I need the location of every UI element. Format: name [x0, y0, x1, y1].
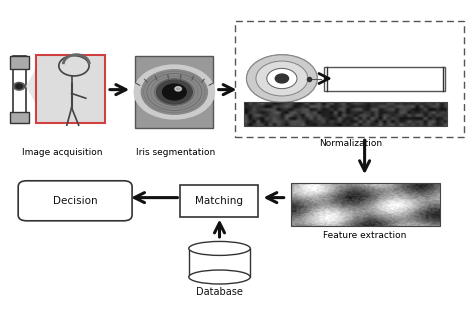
- Circle shape: [256, 61, 308, 96]
- Circle shape: [246, 55, 318, 102]
- Circle shape: [13, 83, 25, 90]
- Text: Database: Database: [196, 287, 243, 297]
- FancyBboxPatch shape: [12, 56, 26, 123]
- Circle shape: [156, 80, 192, 104]
- Circle shape: [175, 86, 182, 91]
- FancyBboxPatch shape: [180, 185, 258, 217]
- FancyBboxPatch shape: [9, 112, 28, 123]
- Text: Decision: Decision: [53, 196, 98, 206]
- Circle shape: [141, 70, 208, 114]
- FancyBboxPatch shape: [235, 21, 464, 137]
- Ellipse shape: [189, 270, 250, 284]
- FancyBboxPatch shape: [136, 56, 213, 128]
- Text: Image acquisition: Image acquisition: [22, 148, 102, 157]
- Circle shape: [16, 84, 22, 88]
- Circle shape: [267, 68, 297, 89]
- FancyBboxPatch shape: [18, 181, 132, 221]
- Text: Matching: Matching: [195, 196, 243, 206]
- FancyBboxPatch shape: [9, 56, 28, 69]
- Polygon shape: [26, 68, 36, 104]
- Text: Normalization: Normalization: [319, 139, 382, 148]
- Text: Feature extraction: Feature extraction: [323, 231, 406, 240]
- Circle shape: [275, 74, 289, 83]
- Text: Iris segmentation: Iris segmentation: [136, 148, 215, 157]
- FancyBboxPatch shape: [36, 55, 105, 123]
- FancyBboxPatch shape: [324, 67, 445, 91]
- Circle shape: [163, 84, 186, 100]
- Polygon shape: [189, 249, 250, 277]
- Ellipse shape: [189, 241, 250, 256]
- Circle shape: [134, 65, 215, 119]
